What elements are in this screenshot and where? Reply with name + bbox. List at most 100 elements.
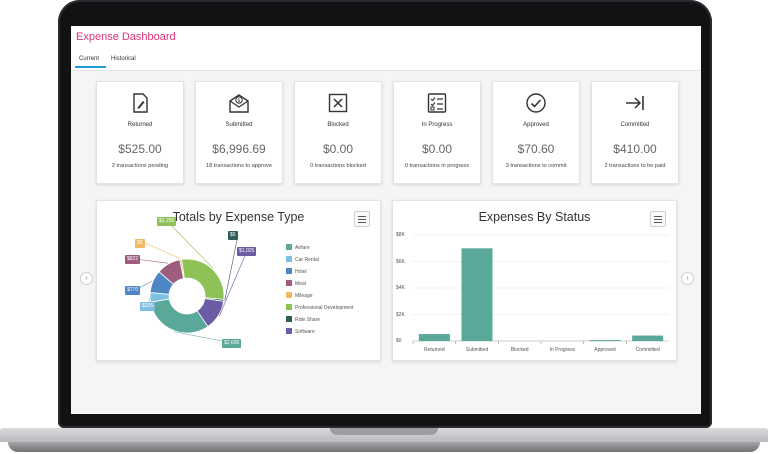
card-blocked[interactable]: Blocked $0.00 0 transactions blocked	[294, 81, 382, 184]
active-tab-indicator	[75, 66, 106, 68]
card-amount: $0.00	[322, 142, 354, 156]
donut-data-label: $5	[228, 231, 238, 240]
card-subtext: 2 transactions to be paid	[604, 163, 666, 169]
donut-chart	[134, 220, 248, 344]
chart-menu-button[interactable]	[650, 211, 666, 227]
card-amount: $70.60	[517, 142, 555, 156]
legend-swatch	[286, 292, 292, 298]
edit-document-icon	[133, 93, 148, 113]
bar-chart	[412, 234, 669, 344]
legend-item[interactable]: Ride Share	[286, 316, 320, 323]
donut-data-label: $2,600	[222, 339, 242, 348]
carousel-next-button[interactable]: ›	[681, 272, 694, 285]
chart-title: Totals by Expense Type	[172, 210, 305, 224]
laptop-notch	[330, 428, 438, 435]
donut-data-label: $6	[135, 239, 145, 248]
donut-leader-line	[224, 234, 239, 301]
card-approved[interactable]: Approved $70.60 3 transactions to commit	[492, 81, 580, 184]
donut-data-label: $822	[125, 255, 141, 264]
arrow-to-bar-icon	[626, 96, 644, 110]
donut-data-label: $1,025	[237, 247, 257, 256]
legend-item[interactable]: Professional Development	[286, 304, 353, 311]
donut-slice-software[interactable]	[196, 298, 225, 328]
x-tick-label: Approved	[594, 347, 616, 353]
bar-submitted[interactable]	[461, 248, 493, 341]
card-in-progress[interactable]: In Progress $0.00 0 transactions in prog…	[393, 81, 481, 184]
checklist-icon	[427, 93, 447, 113]
card-subtext: 2 transactions pending	[111, 163, 169, 169]
legend-label: Professional Development	[295, 305, 354, 311]
chart-title: Expenses By Status	[478, 210, 591, 224]
legend-label: Mileage	[295, 293, 313, 299]
bar-returned[interactable]	[418, 334, 450, 341]
bar-committed[interactable]	[632, 335, 664, 341]
donut-leader-line	[218, 250, 248, 317]
legend-label: Car Rental	[295, 257, 319, 263]
app-header: Expense Dashboard Current Historical	[71, 26, 701, 71]
card-label: Blocked	[327, 122, 349, 128]
carousel-prev-button[interactable]: ‹	[80, 272, 93, 285]
bar-approved[interactable]	[589, 340, 621, 341]
card-amount: $525.00	[118, 142, 162, 156]
legend-label: Software	[295, 329, 315, 335]
x-tick-label: Blocked	[510, 347, 529, 353]
x-tick-label: Returned	[424, 347, 445, 353]
card-label: Submitted	[225, 122, 253, 128]
legend-swatch	[286, 328, 292, 334]
card-subtext: 18 transactions to approve	[206, 163, 272, 169]
donut-leader-line	[144, 242, 181, 259]
card-label: In Progress	[421, 122, 453, 128]
x-tick-label: Committed	[635, 347, 660, 353]
donut-data-label: $2,250	[157, 217, 177, 226]
legend-swatch	[286, 316, 292, 322]
donut-data-label: $325	[140, 302, 156, 311]
legend-item[interactable]: Mileage	[286, 292, 313, 299]
card-label: Approved	[523, 122, 549, 128]
expense-type-panel: Totals by Expense Type $2,600 $325 $770 $82…	[96, 200, 381, 361]
laptop-base-bottom	[8, 442, 760, 452]
legend-item[interactable]: Car Rental	[286, 256, 319, 263]
legend-swatch	[286, 280, 292, 286]
legend-item[interactable]: Hotel	[286, 268, 307, 275]
app-screen: Expense Dashboard Current Historical Ret…	[71, 26, 701, 414]
card-amount: $0.00	[421, 142, 453, 156]
card-committed[interactable]: Committed $410.00 2 transactions to be p…	[591, 81, 679, 184]
legend-swatch	[286, 304, 292, 310]
laptop-base-top	[0, 428, 768, 442]
money-envelope-icon: $	[229, 94, 249, 113]
y-tick-label: $6K	[396, 258, 405, 265]
legend-label: Hotel	[295, 269, 307, 275]
donut-leader-line	[166, 220, 214, 269]
y-tick-label: $2K	[396, 311, 405, 318]
y-tick-label: $4K	[396, 285, 405, 291]
legend-item[interactable]: Airfare	[286, 244, 310, 251]
legend-label: Meal	[295, 281, 306, 287]
legend-swatch	[286, 268, 292, 274]
x-tick-label: Submitted	[465, 347, 489, 353]
card-amount: $410.00	[613, 142, 657, 156]
card-amount: $6,996.69	[212, 142, 266, 156]
legend-swatch	[286, 256, 292, 262]
tab-historical[interactable]: Historical	[111, 56, 136, 62]
legend-item[interactable]: Software	[286, 328, 315, 335]
y-tick-label: $0	[396, 338, 402, 344]
donut-slice-professional-development[interactable]	[181, 258, 225, 300]
card-subtext: 3 transactions to commit	[505, 163, 567, 169]
donut-data-label: $770	[125, 286, 141, 295]
legend-label: Ride Share	[295, 317, 321, 323]
legend-item[interactable]: Meal	[286, 280, 306, 287]
card-returned[interactable]: Returned $525.00 2 transactions pending	[96, 81, 184, 184]
card-submitted[interactable]: $ Submitted $6,996.69 18 transactions to…	[195, 81, 283, 184]
legend-label: Airfare	[295, 245, 310, 251]
svg-text:$: $	[237, 98, 240, 104]
laptop-base	[0, 428, 768, 454]
card-subtext: 0 transactions in progress	[404, 163, 470, 169]
check-circle-icon	[526, 93, 546, 113]
tab-current[interactable]: Current	[79, 56, 100, 62]
chart-menu-button[interactable]	[354, 211, 370, 227]
legend-swatch	[286, 244, 292, 250]
y-tick-label: $8K	[396, 232, 405, 238]
donut-leader-line	[134, 258, 168, 264]
x-tick-label: In Progress	[549, 347, 576, 353]
card-subtext: 0 transactions blocked	[310, 163, 366, 169]
